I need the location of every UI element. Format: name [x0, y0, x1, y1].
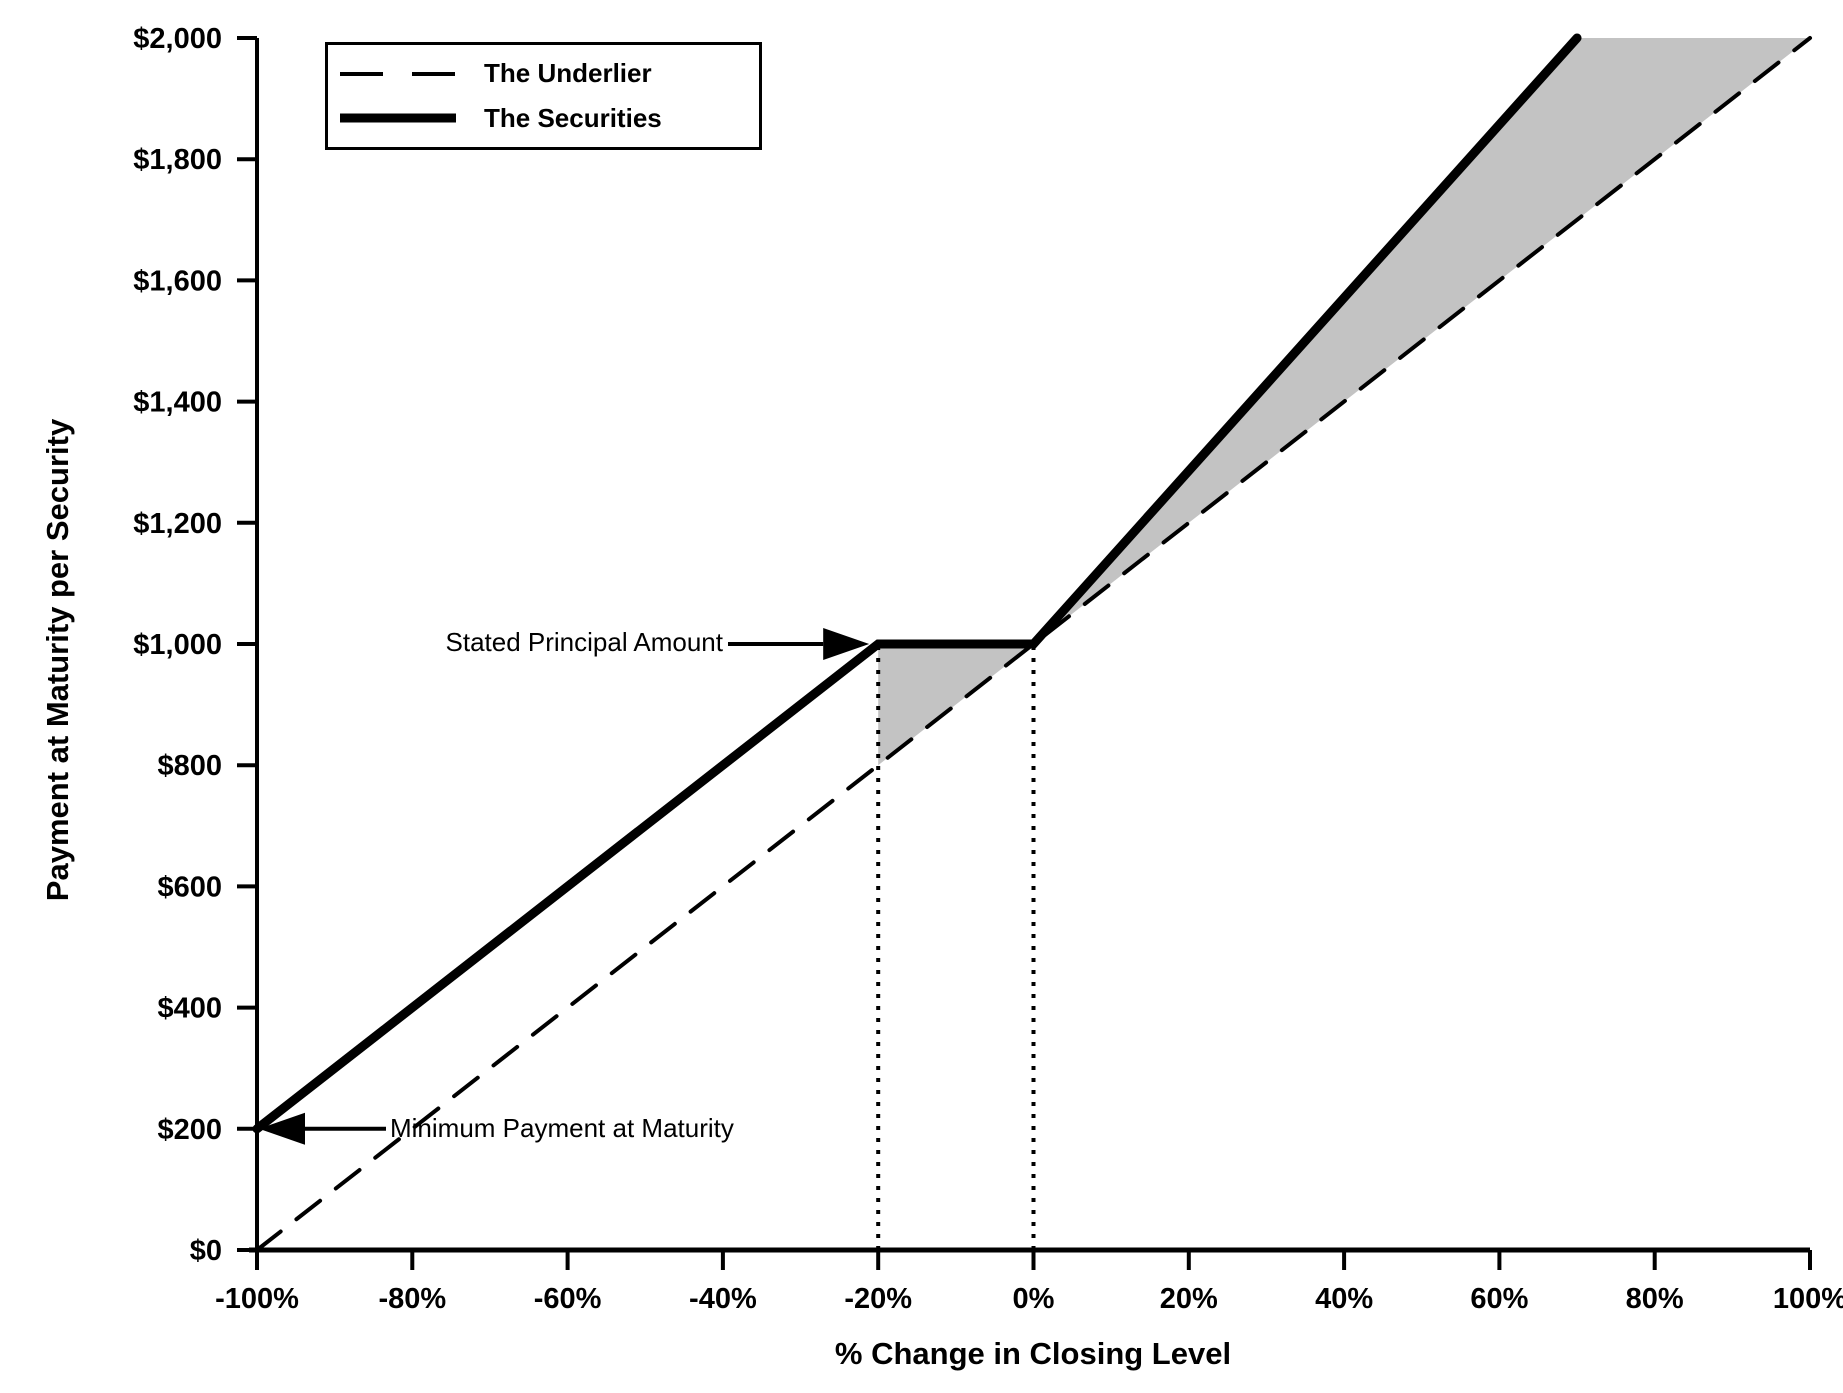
y-tick-label: $1,400 — [133, 387, 222, 419]
y-tick-label: $1,000 — [133, 629, 222, 661]
y-tick-label: $1,600 — [133, 265, 222, 297]
legend-label-securities: The Securities — [484, 102, 662, 133]
y-tick-label: $1,800 — [133, 144, 222, 176]
legend: The Underlier The Securities — [325, 42, 762, 150]
x-tick-label: -100% — [215, 1283, 299, 1315]
series-the-underlier — [255, 36, 1812, 1252]
x-tick-label: 40% — [1315, 1283, 1373, 1315]
solid-line-sample-icon — [340, 113, 456, 123]
series-the-securities — [252, 33, 1582, 1134]
x-tick-label: 0% — [1013, 1283, 1055, 1315]
shaded-region — [878, 644, 1034, 766]
y-axis-title: Payment at Maturity per Security — [40, 418, 75, 902]
y-tick-label: $0 — [190, 1235, 222, 1267]
annotation-minimum-payment-at-maturity: Minimum Payment at Maturity — [390, 1113, 734, 1143]
legend-entry-securities: The Securities — [340, 103, 759, 134]
dashed-line-sample-icon — [340, 71, 456, 76]
y-tick-label: $2,000 — [133, 23, 222, 55]
x-tick-label: 20% — [1160, 1283, 1218, 1315]
x-axis-title: % Change in Closing Level — [834, 1336, 1232, 1371]
y-tick-label: $200 — [157, 1114, 222, 1146]
annotation-arrowhead-icon — [823, 628, 870, 660]
legend-entry-underlier: The Underlier — [340, 58, 759, 89]
y-tick-label: $1,200 — [133, 508, 222, 540]
annotation-arrowhead-icon — [259, 1112, 305, 1145]
x-tick-label: -60% — [534, 1283, 602, 1315]
x-tick-label: -20% — [844, 1283, 912, 1315]
annotation-stated-principal-amount: Stated Principal Amount — [445, 627, 724, 657]
x-tick-label: -40% — [689, 1283, 757, 1315]
y-tick-label: $400 — [157, 993, 222, 1025]
y-tick-label: $800 — [157, 750, 222, 782]
x-tick-label: 100% — [1773, 1283, 1843, 1315]
y-tick-label: $600 — [157, 871, 222, 903]
x-tick-label: 80% — [1626, 1283, 1684, 1315]
x-tick-label: -80% — [378, 1283, 446, 1315]
x-tick-label: 60% — [1470, 1283, 1528, 1315]
legend-label-underlier: The Underlier — [484, 58, 652, 89]
